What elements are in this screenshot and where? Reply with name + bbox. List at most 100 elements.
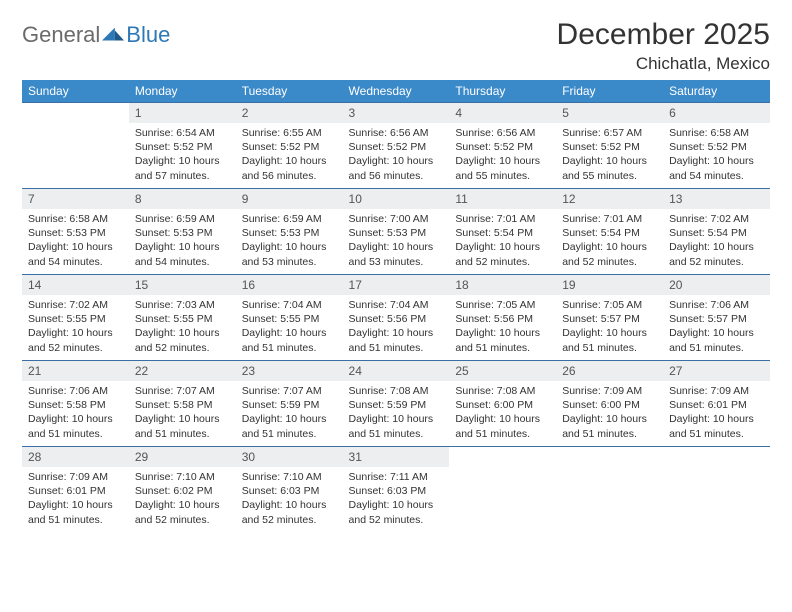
sunset-text: Sunset: 5:52 PM bbox=[135, 140, 230, 154]
daylight-text: Daylight: 10 hours and 52 minutes. bbox=[135, 326, 230, 354]
sunset-text: Sunset: 6:03 PM bbox=[242, 484, 337, 498]
calendar-day-cell: 28Sunrise: 7:09 AMSunset: 6:01 PMDayligh… bbox=[22, 447, 129, 533]
day-details: Sunrise: 7:08 AMSunset: 5:59 PMDaylight:… bbox=[343, 381, 450, 445]
calendar-week-row: 21Sunrise: 7:06 AMSunset: 5:58 PMDayligh… bbox=[22, 361, 770, 447]
sunset-text: Sunset: 5:52 PM bbox=[562, 140, 657, 154]
calendar-week-row: 1Sunrise: 6:54 AMSunset: 5:52 PMDaylight… bbox=[22, 103, 770, 189]
daylight-text: Daylight: 10 hours and 51 minutes. bbox=[669, 326, 764, 354]
daylight-text: Daylight: 10 hours and 51 minutes. bbox=[562, 326, 657, 354]
sunrise-text: Sunrise: 7:08 AM bbox=[349, 384, 444, 398]
sunrise-text: Sunrise: 7:01 AM bbox=[455, 212, 550, 226]
calendar-day-cell: 6Sunrise: 6:58 AMSunset: 5:52 PMDaylight… bbox=[663, 103, 770, 189]
daylight-text: Daylight: 10 hours and 54 minutes. bbox=[135, 240, 230, 268]
daylight-text: Daylight: 10 hours and 55 minutes. bbox=[455, 154, 550, 182]
weekday-header: Friday bbox=[556, 80, 663, 103]
day-details: Sunrise: 6:59 AMSunset: 5:53 PMDaylight:… bbox=[129, 209, 236, 273]
day-number: 18 bbox=[449, 275, 556, 295]
day-number: 17 bbox=[343, 275, 450, 295]
sunrise-text: Sunrise: 7:02 AM bbox=[28, 298, 123, 312]
sunset-text: Sunset: 5:52 PM bbox=[455, 140, 550, 154]
day-number: 12 bbox=[556, 189, 663, 209]
sunrise-text: Sunrise: 7:02 AM bbox=[669, 212, 764, 226]
calendar-day-cell: 2Sunrise: 6:55 AMSunset: 5:52 PMDaylight… bbox=[236, 103, 343, 189]
sunrise-text: Sunrise: 7:10 AM bbox=[135, 470, 230, 484]
day-details: Sunrise: 6:57 AMSunset: 5:52 PMDaylight:… bbox=[556, 123, 663, 187]
sunset-text: Sunset: 5:52 PM bbox=[349, 140, 444, 154]
calendar-day-cell: 4Sunrise: 6:56 AMSunset: 5:52 PMDaylight… bbox=[449, 103, 556, 189]
day-number: 28 bbox=[22, 447, 129, 467]
sunrise-text: Sunrise: 6:59 AM bbox=[135, 212, 230, 226]
day-details: Sunrise: 7:10 AMSunset: 6:03 PMDaylight:… bbox=[236, 467, 343, 531]
calendar-day-cell: 21Sunrise: 7:06 AMSunset: 5:58 PMDayligh… bbox=[22, 361, 129, 447]
day-details: Sunrise: 7:00 AMSunset: 5:53 PMDaylight:… bbox=[343, 209, 450, 273]
daylight-text: Daylight: 10 hours and 52 minutes. bbox=[135, 498, 230, 526]
sunset-text: Sunset: 5:53 PM bbox=[242, 226, 337, 240]
day-number bbox=[22, 103, 129, 123]
calendar-day-cell: 15Sunrise: 7:03 AMSunset: 5:55 PMDayligh… bbox=[129, 275, 236, 361]
weekday-header-row: Sunday Monday Tuesday Wednesday Thursday… bbox=[22, 80, 770, 103]
day-details: Sunrise: 7:01 AMSunset: 5:54 PMDaylight:… bbox=[556, 209, 663, 273]
sunset-text: Sunset: 5:58 PM bbox=[28, 398, 123, 412]
day-details: Sunrise: 7:06 AMSunset: 5:57 PMDaylight:… bbox=[663, 295, 770, 359]
sunset-text: Sunset: 6:03 PM bbox=[349, 484, 444, 498]
calendar-day-cell: 9Sunrise: 6:59 AMSunset: 5:53 PMDaylight… bbox=[236, 189, 343, 275]
sunset-text: Sunset: 6:01 PM bbox=[669, 398, 764, 412]
day-details: Sunrise: 7:06 AMSunset: 5:58 PMDaylight:… bbox=[22, 381, 129, 445]
sunrise-text: Sunrise: 7:07 AM bbox=[242, 384, 337, 398]
calendar-day-cell: 5Sunrise: 6:57 AMSunset: 5:52 PMDaylight… bbox=[556, 103, 663, 189]
weekday-header: Monday bbox=[129, 80, 236, 103]
daylight-text: Daylight: 10 hours and 52 minutes. bbox=[669, 240, 764, 268]
day-details bbox=[449, 467, 556, 517]
sunset-text: Sunset: 5:55 PM bbox=[135, 312, 230, 326]
daylight-text: Daylight: 10 hours and 54 minutes. bbox=[669, 154, 764, 182]
day-details: Sunrise: 7:02 AMSunset: 5:55 PMDaylight:… bbox=[22, 295, 129, 359]
day-number: 8 bbox=[129, 189, 236, 209]
sunset-text: Sunset: 5:54 PM bbox=[455, 226, 550, 240]
daylight-text: Daylight: 10 hours and 51 minutes. bbox=[669, 412, 764, 440]
day-number: 30 bbox=[236, 447, 343, 467]
daylight-text: Daylight: 10 hours and 51 minutes. bbox=[349, 326, 444, 354]
daylight-text: Daylight: 10 hours and 54 minutes. bbox=[28, 240, 123, 268]
day-details: Sunrise: 7:01 AMSunset: 5:54 PMDaylight:… bbox=[449, 209, 556, 273]
sunrise-text: Sunrise: 7:04 AM bbox=[349, 298, 444, 312]
day-number: 3 bbox=[343, 103, 450, 123]
day-number: 7 bbox=[22, 189, 129, 209]
daylight-text: Daylight: 10 hours and 53 minutes. bbox=[242, 240, 337, 268]
day-details: Sunrise: 6:54 AMSunset: 5:52 PMDaylight:… bbox=[129, 123, 236, 187]
sunset-text: Sunset: 6:01 PM bbox=[28, 484, 123, 498]
day-details: Sunrise: 7:11 AMSunset: 6:03 PMDaylight:… bbox=[343, 467, 450, 531]
sunrise-text: Sunrise: 6:56 AM bbox=[455, 126, 550, 140]
day-number: 31 bbox=[343, 447, 450, 467]
sunrise-text: Sunrise: 7:01 AM bbox=[562, 212, 657, 226]
sunset-text: Sunset: 6:00 PM bbox=[455, 398, 550, 412]
calendar-day-cell bbox=[663, 447, 770, 533]
day-details: Sunrise: 6:56 AMSunset: 5:52 PMDaylight:… bbox=[343, 123, 450, 187]
calendar-week-row: 28Sunrise: 7:09 AMSunset: 6:01 PMDayligh… bbox=[22, 447, 770, 533]
calendar-day-cell: 29Sunrise: 7:10 AMSunset: 6:02 PMDayligh… bbox=[129, 447, 236, 533]
sunset-text: Sunset: 5:55 PM bbox=[28, 312, 123, 326]
weekday-header: Sunday bbox=[22, 80, 129, 103]
calendar-day-cell: 20Sunrise: 7:06 AMSunset: 5:57 PMDayligh… bbox=[663, 275, 770, 361]
daylight-text: Daylight: 10 hours and 51 minutes. bbox=[455, 326, 550, 354]
sunset-text: Sunset: 5:59 PM bbox=[349, 398, 444, 412]
sunrise-text: Sunrise: 6:55 AM bbox=[242, 126, 337, 140]
calendar-day-cell: 13Sunrise: 7:02 AMSunset: 5:54 PMDayligh… bbox=[663, 189, 770, 275]
day-number: 24 bbox=[343, 361, 450, 381]
sunrise-text: Sunrise: 7:05 AM bbox=[455, 298, 550, 312]
daylight-text: Daylight: 10 hours and 51 minutes. bbox=[28, 412, 123, 440]
calendar-day-cell: 14Sunrise: 7:02 AMSunset: 5:55 PMDayligh… bbox=[22, 275, 129, 361]
day-number: 13 bbox=[663, 189, 770, 209]
brand-triangle-icon bbox=[102, 27, 124, 43]
sunrise-text: Sunrise: 6:58 AM bbox=[669, 126, 764, 140]
sunrise-text: Sunrise: 7:09 AM bbox=[562, 384, 657, 398]
sunrise-text: Sunrise: 7:08 AM bbox=[455, 384, 550, 398]
calendar-day-cell: 12Sunrise: 7:01 AMSunset: 5:54 PMDayligh… bbox=[556, 189, 663, 275]
brand-text-general: General bbox=[22, 22, 100, 48]
calendar-day-cell: 10Sunrise: 7:00 AMSunset: 5:53 PMDayligh… bbox=[343, 189, 450, 275]
calendar-day-cell: 3Sunrise: 6:56 AMSunset: 5:52 PMDaylight… bbox=[343, 103, 450, 189]
sunset-text: Sunset: 5:56 PM bbox=[349, 312, 444, 326]
daylight-text: Daylight: 10 hours and 52 minutes. bbox=[455, 240, 550, 268]
sunrise-text: Sunrise: 7:04 AM bbox=[242, 298, 337, 312]
day-number: 14 bbox=[22, 275, 129, 295]
calendar-day-cell: 11Sunrise: 7:01 AMSunset: 5:54 PMDayligh… bbox=[449, 189, 556, 275]
